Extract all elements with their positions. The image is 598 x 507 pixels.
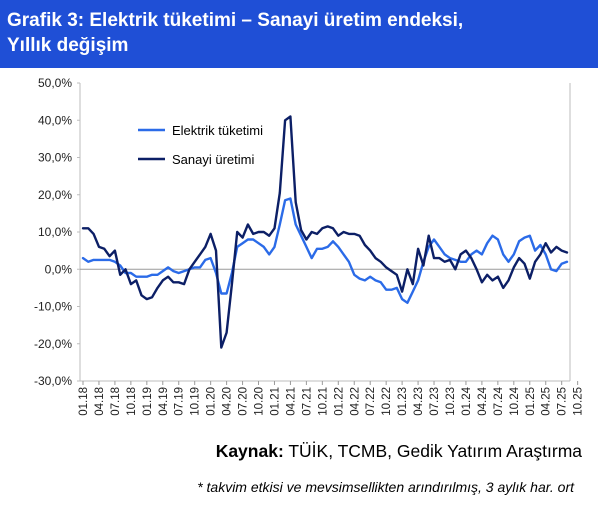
x-tick-label: 04.22 — [349, 387, 361, 416]
x-tick-label: 01.19 — [142, 387, 154, 416]
y-tick-label: 20,0% — [38, 188, 72, 202]
x-tick-label: 10.21 — [317, 387, 329, 416]
x-tick-label: 01.25 — [525, 387, 537, 416]
series-layer — [81, 115, 569, 349]
x-tick-label: 10.19 — [190, 387, 202, 416]
x-tick-label: 04.24 — [477, 386, 489, 415]
source-separator: : — [277, 441, 284, 461]
x-tick-label: 07.20 — [238, 387, 250, 416]
x-tick-label: 10.20 — [254, 387, 266, 416]
x-tick-label: 04.19 — [158, 387, 170, 416]
x-tick-label: 10.18 — [126, 387, 138, 416]
x-tick-label: 07.21 — [301, 387, 313, 416]
x-tick-label: 01.18 — [78, 387, 90, 416]
x-tick-label: 07.23 — [429, 387, 441, 416]
x-tick-label: 04.25 — [541, 387, 553, 416]
x-tick-label: 04.20 — [222, 387, 234, 416]
x-tick-label: 01.23 — [397, 387, 409, 416]
legend-label: Sanayi üretimi — [172, 152, 254, 167]
series-line-sanayi — [81, 115, 569, 349]
legend-label: Elektrik tüketimi — [172, 123, 263, 138]
x-tick-label: 04.21 — [285, 387, 297, 416]
x-tick-label: 07.24 — [493, 386, 505, 415]
source-note: Kaynak: TÜİK, TCMB, Gedik Yatırım Araştı… — [216, 441, 582, 462]
x-tick-label: 07.25 — [557, 387, 569, 416]
x-tick-label: 10.23 — [445, 387, 457, 416]
line-chart: -30,0% -20,0% -10,0% 0,0% 10,0% 20,0% 30,0% 40,… — [34, 76, 585, 416]
y-tick-label: 50,0% — [38, 76, 72, 90]
x-axis: 01.18 04.18 07.18 10.18 01.19 04.19 07.19 10.19… — [78, 268, 585, 416]
x-tick-label: 04.18 — [94, 387, 106, 416]
series-line-elektrik — [81, 197, 569, 304]
x-tick-label: 07.19 — [174, 387, 186, 416]
x-tick-label: 01.22 — [333, 387, 345, 416]
x-tick-label: 10.25 — [573, 387, 585, 416]
source-label: Kaynak — [215, 441, 278, 461]
x-tick-label: 07.22 — [365, 387, 377, 416]
y-tick-label: 40,0% — [38, 113, 72, 127]
y-tick-label: 10,0% — [38, 225, 72, 239]
x-tick-label: 04.23 — [413, 387, 425, 416]
x-tick-label: 10.24 — [509, 386, 521, 415]
x-tick-label: 10.22 — [381, 387, 393, 416]
legend: Elektrik tüketimi Sanayi üretimi — [138, 123, 263, 167]
title-bar: Grafik 3: Elektrik tüketimi – Sanayi üre… — [0, 0, 598, 68]
x-tick-label: 01.24 — [461, 386, 473, 415]
y-tick-label: 0,0% — [45, 262, 73, 276]
x-tick-label: 07.18 — [110, 387, 122, 416]
source-text: TÜİK, TCMB, Gedik Yatırım Araştırma — [283, 441, 582, 461]
x-tick-label: 01.21 — [269, 387, 281, 416]
y-tick-label: -10,0% — [34, 300, 72, 314]
x-tick-label: 01.20 — [206, 387, 218, 416]
chart-title-line-2: Yıllık değişim — [7, 35, 129, 56]
chart-title-line-1: Grafik 3: Elektrik tüketimi – Sanayi üre… — [7, 10, 464, 31]
y-tick-label: 30,0% — [38, 151, 72, 165]
footnote: * takvim etkisi ve mevsimsellikten arınd… — [197, 479, 574, 495]
y-tick-label: -30,0% — [34, 374, 72, 388]
y-axis: -30,0% -20,0% -10,0% 0,0% 10,0% 20,0% 30,0% 40,… — [34, 76, 571, 388]
y-tick-label: -20,0% — [34, 337, 72, 351]
